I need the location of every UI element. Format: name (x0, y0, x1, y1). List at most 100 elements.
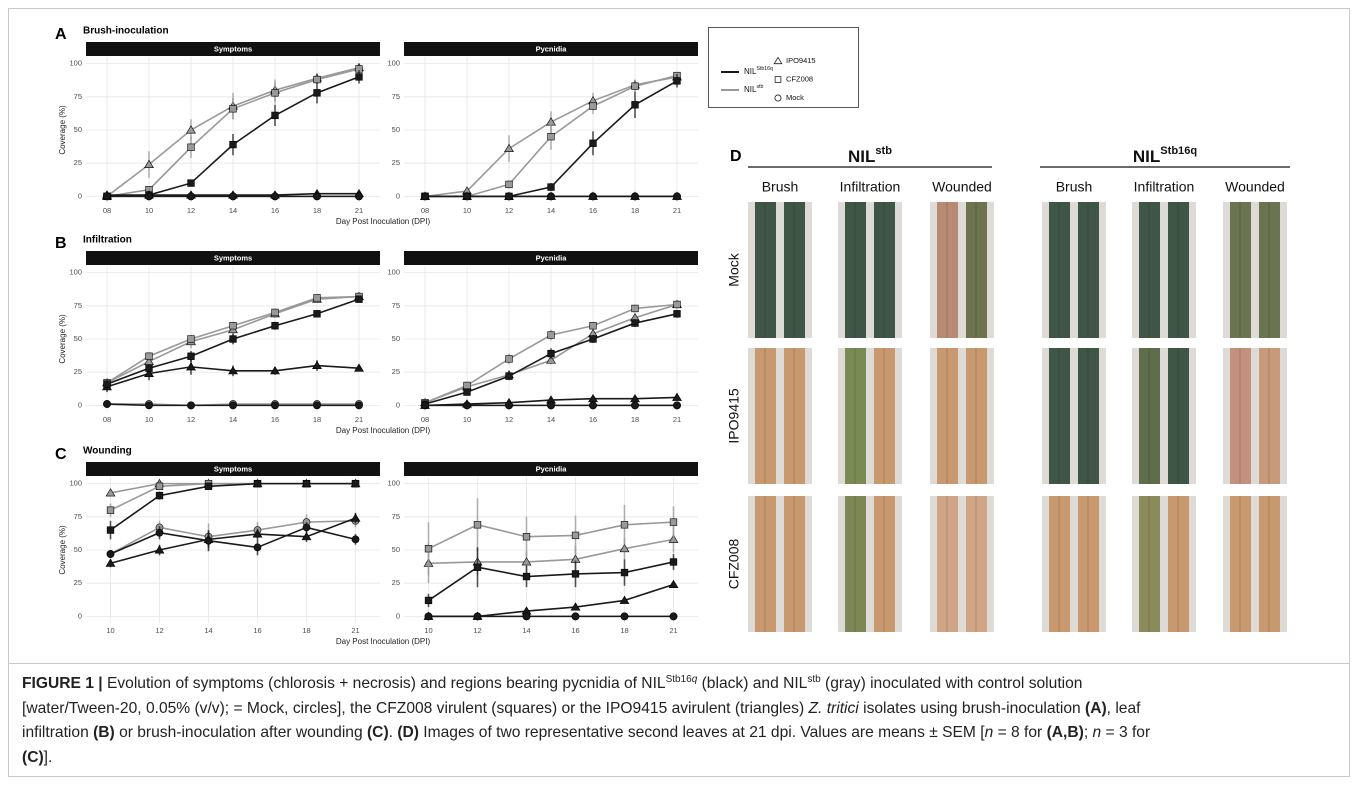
x-tick-label: 12 (155, 626, 163, 635)
marker-square (253, 479, 262, 488)
marker-triangle (619, 543, 630, 553)
marker-square (145, 364, 153, 372)
leaf-vein (975, 202, 977, 338)
leaf-vein (1087, 496, 1089, 632)
leaf (1078, 202, 1099, 338)
x-tick-label: 18 (302, 626, 310, 635)
marker-square (631, 319, 639, 327)
y-tick-label: 25 (392, 578, 400, 587)
legend-label: CFZ008 (786, 74, 813, 83)
column-label: Wounded (1225, 179, 1285, 195)
marker-circle (774, 94, 782, 102)
y-tick-label: 50 (392, 545, 400, 554)
caption-run: (gray) inoculated with control solution (820, 675, 1083, 692)
y-tick-label: 75 (392, 92, 400, 101)
y-tick-label: 50 (74, 334, 82, 343)
marker-square (673, 310, 681, 318)
y-tick-label: 25 (74, 158, 82, 167)
marker-square (589, 139, 597, 147)
marker-square (155, 482, 164, 490)
x-tick-label: 21 (355, 415, 363, 424)
sup-label: NILStb16q (744, 66, 773, 76)
x-tick-label: 10 (106, 626, 114, 635)
series-line (428, 538, 674, 565)
facet-label: Pycnidia (536, 44, 568, 53)
marker-triangle (668, 534, 679, 543)
marker-circle (103, 192, 111, 201)
marker-square (589, 322, 597, 330)
marker-square (774, 76, 782, 83)
x-tick-label: 12 (505, 415, 513, 424)
x-tick-label: 10 (463, 415, 471, 424)
leaf-vein (1087, 348, 1089, 484)
marker-square (271, 111, 279, 120)
leaf (845, 202, 866, 338)
x-tick-label: 18 (620, 626, 628, 635)
marker-circle (673, 401, 681, 410)
marker-square (669, 518, 678, 526)
facet-label: Symptoms (214, 44, 252, 53)
marker-circle (669, 612, 678, 621)
marker-circle (271, 192, 279, 201)
series-line (428, 583, 674, 618)
marker-square (571, 531, 580, 540)
marker-square (522, 572, 531, 581)
y-tick-label: 0 (396, 400, 400, 409)
leaf-vein (793, 496, 795, 632)
y-tick-label: 0 (78, 191, 82, 200)
caption-run: Stb16 (665, 673, 692, 685)
marker-triangle (186, 362, 196, 371)
legend-box (708, 27, 859, 108)
caption-run: n (984, 724, 994, 741)
marker-triangle (186, 125, 196, 134)
leaf-vein (1239, 348, 1241, 484)
leaf (966, 202, 987, 338)
marker-square (229, 140, 237, 149)
marker-circle (145, 192, 153, 201)
leaf (1049, 496, 1070, 632)
marker-square (187, 352, 195, 360)
y-tick-label: 25 (392, 367, 400, 376)
caption-run: [water/Tween-20, 0.05% (v/v); = Mock, ci… (22, 699, 809, 717)
marker-triangle (773, 56, 783, 65)
leaf (1078, 348, 1099, 484)
leaf-vein (975, 496, 977, 632)
x-tick-label: 12 (187, 206, 195, 215)
leaf (755, 496, 776, 632)
facet-label: Symptoms (214, 253, 252, 262)
marker-square (229, 105, 237, 113)
x-axis-label: Day Post Inoculation (DPI) (336, 217, 431, 226)
caption-run: (A) (1085, 699, 1107, 717)
y-tick-label: 25 (392, 158, 400, 167)
y-tick-label: 75 (74, 92, 82, 101)
marker-square (620, 568, 629, 577)
leaf (966, 496, 987, 632)
sup-label: NILstb (848, 145, 892, 166)
caption-run: q (691, 673, 698, 685)
leaf-vein (946, 348, 948, 484)
label-base: NIL (848, 147, 875, 166)
column-label: Brush (762, 179, 799, 195)
x-tick-label: 14 (229, 206, 237, 215)
caption-run: . (388, 724, 398, 741)
leaf-vein (1148, 348, 1150, 484)
marker-square (473, 563, 482, 571)
x-tick-label: 14 (547, 415, 555, 424)
x-tick-label: 14 (204, 626, 212, 635)
y-tick-label: 25 (74, 578, 82, 587)
marker-circle (547, 401, 555, 410)
leaf (874, 202, 895, 338)
x-tick-label: 12 (473, 626, 481, 635)
facet-strip (404, 42, 698, 56)
marker-square (229, 322, 237, 330)
x-tick-label: 08 (103, 415, 111, 424)
marker-square (302, 479, 311, 488)
legend-label: IPO9415 (786, 56, 816, 65)
marker-square (424, 596, 433, 605)
leaf (845, 348, 866, 484)
marker-circle (271, 401, 279, 410)
marker-square (463, 388, 471, 396)
x-tick-label: 21 (351, 626, 359, 635)
label-sup: Stb16q (1160, 145, 1197, 157)
